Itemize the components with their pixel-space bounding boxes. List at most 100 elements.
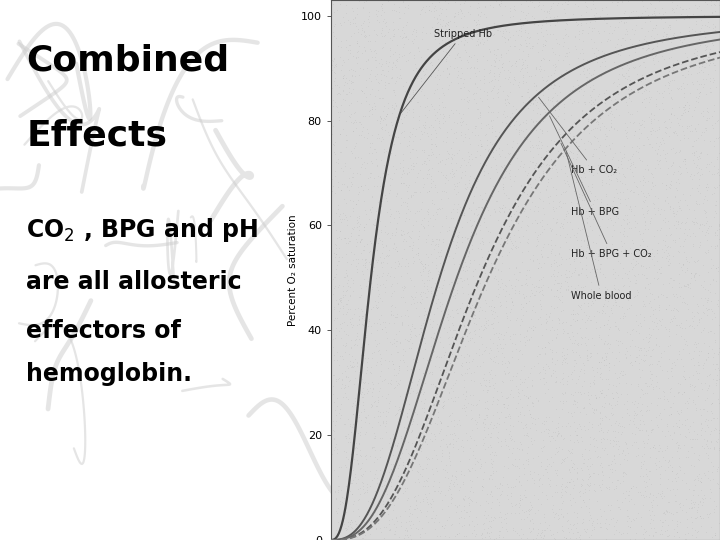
Point [685, 253, 696, 261]
Point [551, 286, 562, 294]
Point [471, 183, 482, 191]
Point [627, 482, 639, 490]
Point [470, 205, 482, 213]
Point [688, 476, 700, 484]
Point [368, 145, 379, 153]
Point [418, 399, 430, 408]
Point [449, 294, 461, 302]
Point [561, 277, 572, 286]
Point [406, 319, 418, 328]
Point [560, 66, 572, 75]
Point [464, 172, 475, 181]
Point [354, 490, 365, 498]
Point [353, 190, 364, 199]
Point [593, 231, 605, 239]
Point [627, 149, 639, 158]
Point [660, 465, 671, 474]
Point [556, 352, 567, 360]
Point [538, 531, 549, 540]
Point [354, 484, 366, 492]
Point [590, 289, 601, 298]
Point [500, 518, 512, 527]
Point [436, 36, 448, 45]
Point [341, 286, 352, 295]
Point [436, 522, 448, 530]
Point [609, 433, 621, 442]
Point [514, 238, 526, 246]
Point [593, 481, 605, 489]
Point [630, 256, 642, 265]
Point [505, 243, 517, 252]
Point [456, 351, 467, 360]
Point [639, 316, 650, 325]
Point [507, 301, 518, 309]
Point [507, 11, 518, 20]
Point [528, 96, 539, 105]
Point [600, 132, 612, 140]
Point [454, 274, 466, 283]
Point [520, 11, 531, 20]
Point [376, 197, 387, 206]
Point [667, 32, 679, 40]
Point [397, 236, 409, 245]
Point [366, 105, 378, 113]
Point [361, 64, 373, 73]
Point [568, 464, 580, 473]
Point [386, 120, 397, 129]
Point [656, 522, 667, 530]
Point [465, 63, 477, 71]
Point [582, 98, 594, 106]
Point [678, 84, 690, 92]
Point [441, 55, 452, 63]
Point [456, 233, 467, 242]
Point [559, 387, 570, 396]
Point [498, 179, 509, 188]
Point [459, 369, 471, 377]
Point [559, 255, 571, 264]
Point [611, 1, 622, 10]
Point [349, 374, 361, 382]
Point [673, 147, 685, 156]
Point [429, 126, 441, 134]
Point [367, 499, 379, 508]
Point [594, 123, 606, 131]
Point [513, 454, 525, 463]
Point [461, 364, 472, 373]
Point [606, 347, 618, 356]
Point [523, 34, 535, 43]
Point [355, 464, 366, 472]
Point [654, 410, 665, 419]
Point [585, 205, 597, 214]
Point [428, 400, 440, 408]
Point [693, 187, 704, 195]
Point [464, 336, 476, 345]
Point [602, 35, 613, 43]
Point [674, 3, 685, 12]
Point [585, 390, 597, 399]
Point [548, 137, 559, 145]
Point [683, 103, 694, 112]
Point [683, 258, 695, 266]
Point [713, 134, 720, 143]
Point [691, 256, 703, 265]
Point [652, 356, 663, 365]
Point [666, 359, 678, 368]
Point [508, 153, 520, 161]
Point [660, 181, 672, 190]
Point [508, 73, 519, 82]
Point [372, 407, 384, 415]
Point [500, 413, 511, 421]
Point [359, 206, 371, 214]
Point [333, 485, 344, 494]
Point [615, 220, 626, 229]
Point [397, 82, 408, 90]
Point [461, 392, 472, 400]
Point [530, 101, 541, 110]
Point [465, 228, 477, 237]
Point [689, 206, 701, 215]
Point [539, 369, 551, 377]
Point [684, 278, 696, 287]
Point [335, 296, 346, 305]
Point [596, 413, 608, 422]
Point [354, 118, 365, 126]
